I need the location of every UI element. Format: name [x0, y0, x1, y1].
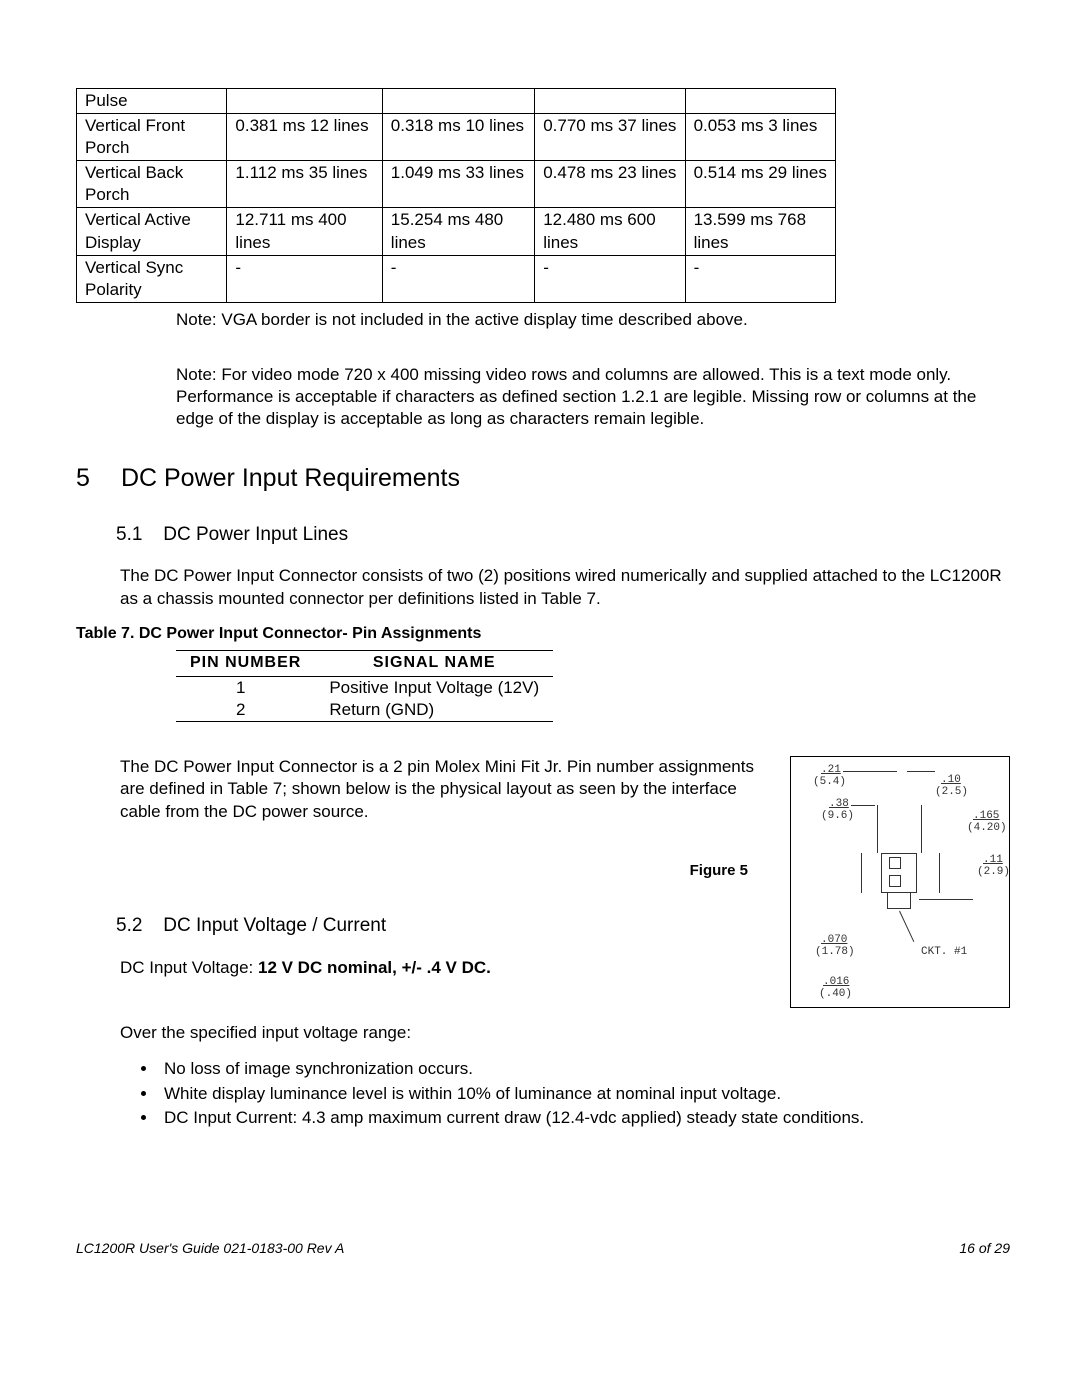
- p-5-1-intro: The DC Power Input Connector consists of…: [120, 565, 1010, 609]
- timing-cell: Vertical Back Porch: [77, 161, 227, 208]
- timing-cell: 13.599 ms 768 lines: [685, 208, 835, 255]
- timing-cell: 1.112 ms 35 lines: [227, 161, 382, 208]
- list-item: White display luminance level is within …: [158, 1083, 1010, 1105]
- timing-cell: [227, 89, 382, 114]
- p-5-2-range: Over the specified input voltage range:: [120, 1022, 1010, 1044]
- timing-cell: 0.514 ms 29 lines: [685, 161, 835, 208]
- list-item: No loss of image synchronization occurs.: [158, 1058, 1010, 1080]
- pin-header-signal: SIGNAL NAME: [315, 651, 553, 677]
- note-video-mode: Note: For video mode 720 x 400 missing v…: [176, 364, 1010, 430]
- section-5-heading: 5 DC Power Input Requirements: [76, 462, 1010, 495]
- timing-cell: Vertical Sync Polarity: [77, 255, 227, 302]
- signal-cell: Return (GND): [315, 699, 553, 722]
- timing-cell: 12.711 ms 400 lines: [227, 208, 382, 255]
- subsection-number: 5.2: [116, 914, 158, 939]
- timing-cell: 1.049 ms 33 lines: [382, 161, 534, 208]
- voltage-range-list: No loss of image synchronization occurs.…: [158, 1058, 1010, 1128]
- timing-cell: -: [227, 255, 382, 302]
- timing-cell: 0.770 ms 37 lines: [535, 114, 685, 161]
- p-5-1-connector: The DC Power Input Connector is a 2 pin …: [120, 756, 772, 822]
- timing-cell: -: [535, 255, 685, 302]
- pin-cell: 1: [176, 677, 315, 700]
- pin-table: PIN NUMBER SIGNAL NAME 1 Positive Input …: [176, 650, 553, 722]
- timing-cell: 12.480 ms 600 lines: [535, 208, 685, 255]
- timing-cell: Vertical Front Porch: [77, 114, 227, 161]
- list-item: DC Input Current: 4.3 amp maximum curren…: [158, 1107, 1010, 1129]
- section-number: 5: [76, 462, 114, 495]
- timing-cell: 0.053 ms 3 lines: [685, 114, 835, 161]
- note-vga: Note: VGA border is not included in the …: [176, 309, 1010, 331]
- voltage-label: DC Input Voltage:: [120, 958, 258, 977]
- timing-cell: -: [382, 255, 534, 302]
- voltage-value: 12 V DC nominal, +/- .4 V DC.: [258, 958, 491, 977]
- figure-5-caption: Figure 5: [76, 861, 748, 881]
- section-title: DC Power Input Requirements: [121, 464, 460, 492]
- timing-cell: [382, 89, 534, 114]
- timing-cell: 0.318 ms 10 lines: [382, 114, 534, 161]
- subsection-title: DC Input Voltage / Current: [163, 915, 386, 936]
- timing-cell: 0.381 ms 12 lines: [227, 114, 382, 161]
- timing-cell: Pulse: [77, 89, 227, 114]
- timing-cell: 15.254 ms 480 lines: [382, 208, 534, 255]
- subsection-number: 5.1: [116, 523, 158, 548]
- signal-cell: Positive Input Voltage (12V): [315, 677, 553, 700]
- timing-cell: 0.478 ms 23 lines: [535, 161, 685, 208]
- table-7-caption: Table 7. DC Power Input Connector- Pin A…: [76, 624, 1010, 645]
- page-footer: LC1200R User's Guide 021-0183-00 Rev A 1…: [76, 1239, 1010, 1257]
- figure-5-diagram: .21 (5.4) .38 (9.6) .10 (2.5) .165 (4.20…: [790, 756, 1010, 1008]
- timing-cell: [685, 89, 835, 114]
- timing-cell: Vertical Active Display: [77, 208, 227, 255]
- p-5-2-voltage: DC Input Voltage: 12 V DC nominal, +/- .…: [120, 957, 772, 979]
- timing-table: PulseVertical Front Porch0.381 ms 12 lin…: [76, 88, 836, 303]
- section-5-2-heading: 5.2 DC Input Voltage / Current: [116, 914, 772, 939]
- timing-table-body: PulseVertical Front Porch0.381 ms 12 lin…: [77, 89, 836, 303]
- subsection-title: DC Power Input Lines: [163, 524, 348, 545]
- timing-cell: [535, 89, 685, 114]
- pin-header-number: PIN NUMBER: [176, 651, 315, 677]
- footer-right: 16 of 29: [959, 1239, 1010, 1257]
- pin-cell: 2: [176, 699, 315, 722]
- timing-cell: -: [685, 255, 835, 302]
- section-5-1-heading: 5.1 DC Power Input Lines: [116, 523, 1010, 548]
- footer-left: LC1200R User's Guide 021-0183-00 Rev A: [76, 1239, 344, 1257]
